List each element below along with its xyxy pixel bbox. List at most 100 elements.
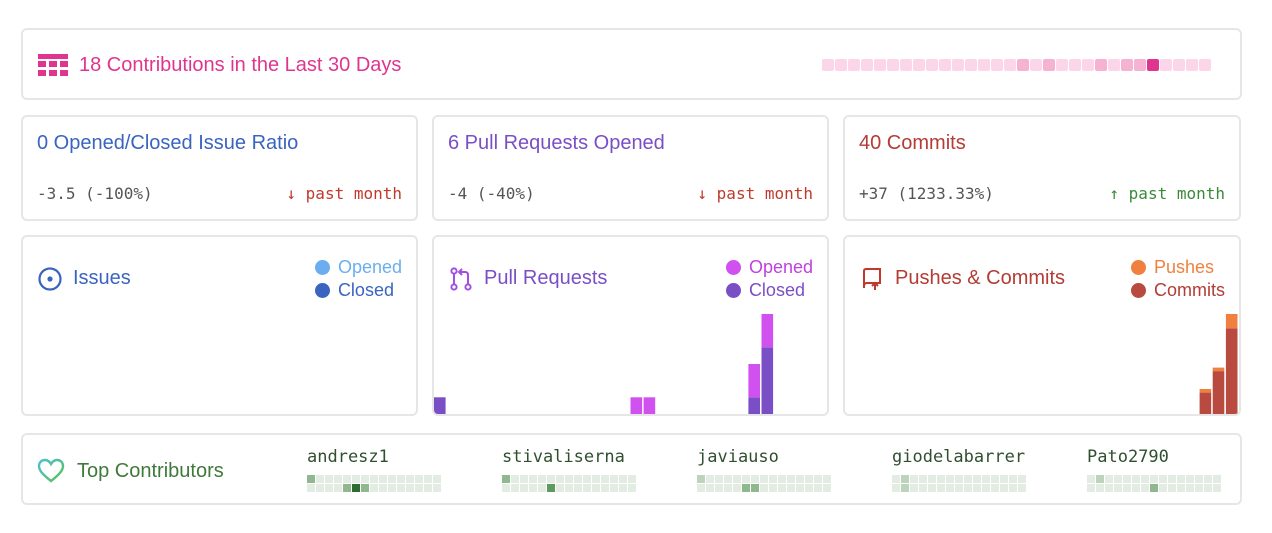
activity-day-cell[interactable] [1056, 59, 1068, 71]
contributor-1[interactable]: stivaliserna [502, 447, 636, 492]
activity-day-cell[interactable] [1004, 59, 1016, 71]
bar-pushes[interactable] [1212, 367, 1225, 372]
legend-item-closed[interactable]: Closed [725, 279, 813, 302]
legend-item-closed[interactable]: Closed [314, 279, 402, 302]
contribution-cell [751, 484, 759, 492]
activity-day-cell[interactable] [965, 59, 977, 71]
activity-day-cell[interactable] [1082, 59, 1094, 71]
contribution-cell [1186, 484, 1194, 492]
activity-day-cell[interactable] [952, 59, 964, 71]
activity-day-cell[interactable] [1069, 59, 1081, 71]
contribution-cell [316, 484, 324, 492]
activity-day-cell[interactable] [1134, 59, 1146, 71]
pull-requests-delta: -4 (-40%) [448, 184, 535, 203]
commits-trend: ↑ past month [1109, 184, 1225, 203]
bar-commits[interactable] [1225, 328, 1238, 414]
contribution-cell [733, 484, 741, 492]
activity-day-cell[interactable] [978, 59, 990, 71]
bar-opened[interactable] [630, 397, 643, 414]
contributor-0[interactable]: andresz1 [307, 447, 441, 492]
contribution-cell [964, 475, 972, 483]
activity-day-cell[interactable] [939, 59, 951, 71]
contribution-cell [520, 484, 528, 492]
contributor-4[interactable]: Pato2790 [1087, 447, 1221, 492]
contribution-cell [1141, 484, 1149, 492]
contributor-name[interactable]: stivaliserna [502, 447, 625, 467]
activity-day-cell[interactable] [1030, 59, 1042, 71]
contribution-cell [388, 484, 396, 492]
contribution-cell [1186, 475, 1194, 483]
contribution-cell [964, 484, 972, 492]
contribution-cell [397, 484, 405, 492]
contributor-3[interactable]: giodelabarrer [892, 447, 1026, 492]
bar-opened[interactable] [643, 397, 656, 414]
activity-day-cell[interactable] [926, 59, 938, 71]
activity-day-cell[interactable] [1199, 59, 1211, 71]
bar-opened[interactable] [761, 314, 774, 348]
legend-label: Pushes [1154, 257, 1215, 277]
contribution-cell [892, 475, 900, 483]
contributor-name[interactable]: andresz1 [307, 447, 389, 467]
legend-item-opened[interactable]: Opened [725, 256, 813, 279]
activity-day-cell[interactable] [1017, 59, 1029, 71]
bar-commits[interactable] [1199, 392, 1212, 414]
bar-pushes[interactable] [1199, 389, 1212, 393]
contribution-cell [388, 475, 396, 483]
contributor-name[interactable]: Pato2790 [1087, 447, 1169, 467]
calendar-grid-icon [38, 54, 68, 76]
issues-chart-title: Issues [73, 267, 131, 289]
bar-closed[interactable] [761, 347, 774, 414]
activity-day-cell[interactable] [1121, 59, 1133, 71]
contribution-cell [334, 484, 342, 492]
legend-item-commits[interactable]: Commits [1131, 279, 1225, 302]
bar-closed[interactable] [434, 397, 446, 414]
contribution-cell [742, 484, 750, 492]
contribution-cell [823, 475, 831, 483]
contributor-name[interactable]: javiauso [697, 447, 779, 467]
contribution-cell [706, 484, 714, 492]
activity-day-cell[interactable] [1043, 59, 1055, 71]
bar-commits[interactable] [1212, 371, 1225, 414]
bar-pushes[interactable] [1225, 314, 1238, 329]
contribution-cell [556, 484, 564, 492]
contribution-cell [379, 475, 387, 483]
bar-opened[interactable] [748, 364, 760, 398]
activity-day-cell[interactable] [1186, 59, 1198, 71]
legend-item-pushes[interactable]: Pushes [1131, 256, 1225, 279]
contribution-cell [1105, 475, 1113, 483]
contribution-cell [742, 475, 750, 483]
pushes-commits-chart-card: Pushes & Commits Pushes Commits [843, 235, 1241, 416]
pull-requests-chart-title: Pull Requests [484, 267, 608, 289]
contribution-cell [433, 475, 441, 483]
activity-day-cell[interactable] [1095, 59, 1107, 71]
activity-day-cell[interactable] [913, 59, 925, 71]
contribution-cell [715, 484, 723, 492]
contribution-cell [307, 475, 315, 483]
bar-closed[interactable] [748, 397, 760, 414]
contribution-cell [352, 484, 360, 492]
contribution-cell [946, 484, 954, 492]
contributor-name[interactable]: giodelabarrer [892, 447, 1026, 467]
activity-day-cell[interactable] [848, 59, 860, 71]
contribution-cell [397, 475, 405, 483]
activity-day-cell[interactable] [887, 59, 899, 71]
activity-day-cell[interactable] [1108, 59, 1120, 71]
activity-day-cell[interactable] [991, 59, 1003, 71]
contribution-cell [1105, 484, 1113, 492]
contribution-cell [1168, 475, 1176, 483]
activity-day-cell[interactable] [1173, 59, 1185, 71]
legend-item-opened[interactable]: Opened [314, 256, 402, 279]
activity-day-cell[interactable] [900, 59, 912, 71]
activity-day-cell[interactable] [822, 59, 834, 71]
contribution-cell [1123, 484, 1131, 492]
activity-day-cell[interactable] [874, 59, 886, 71]
activity-day-cell[interactable] [835, 59, 847, 71]
contribution-cell [1177, 484, 1185, 492]
contribution-cell [565, 475, 573, 483]
activity-day-cell[interactable] [861, 59, 873, 71]
contribution-cell [1018, 484, 1026, 492]
contribution-cell [955, 484, 963, 492]
activity-day-cell[interactable] [1160, 59, 1172, 71]
activity-day-cell[interactable] [1147, 59, 1159, 71]
contributor-2[interactable]: javiauso [697, 447, 831, 492]
